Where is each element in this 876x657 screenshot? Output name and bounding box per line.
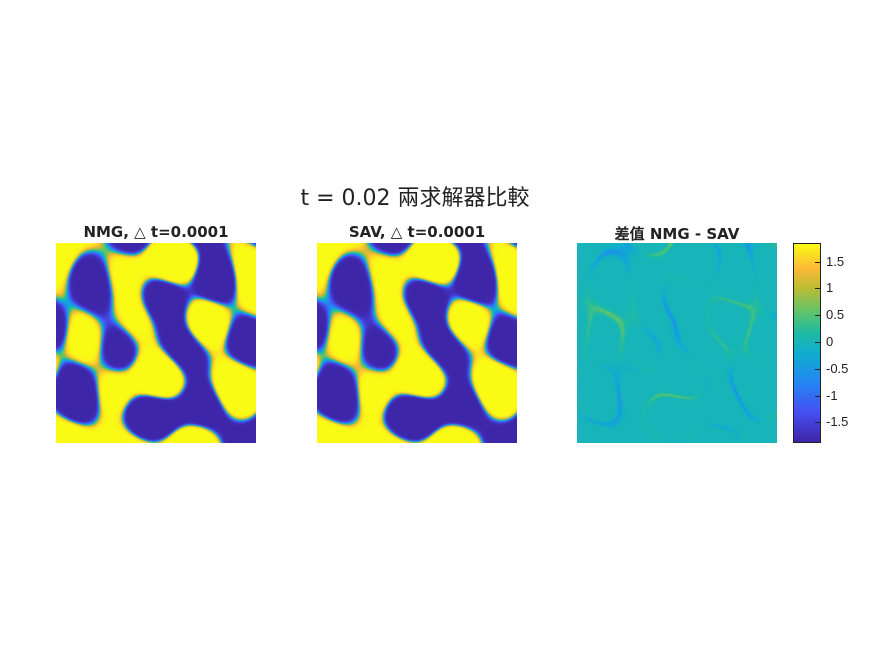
colorbar-tick-label: 1.5	[826, 253, 845, 269]
colorbar-tick-label: -1.5	[826, 414, 849, 430]
colorbar-tick-label: 0	[826, 334, 834, 349]
colorbar-tick-mark	[815, 395, 820, 397]
colorbar-tick-mark	[815, 422, 820, 424]
heatmap-diff	[577, 243, 777, 443]
plot-title-diff: 差值 NMG - SAV	[614, 225, 740, 243]
figure-title: t = 0.02 兩求解器比較	[300, 186, 530, 211]
colorbar-tick-label: -1	[826, 387, 838, 403]
colorbar-tick-label: -0.5	[826, 360, 849, 376]
colorbar-tick-mark	[815, 288, 820, 290]
colorbar-tick-mark	[815, 315, 820, 317]
plot-title-sav: SAV, △ t=0.0001	[348, 223, 486, 241]
colorbar-tick-mark	[815, 368, 820, 370]
colorbar-tick-mark	[815, 342, 820, 343]
colorbar-tick-label: 0.5	[826, 307, 845, 323]
plot-title-nmg: NMG, △ t=0.0001	[83, 223, 229, 241]
colorbar-tick-mark	[815, 261, 820, 263]
heatmap-sav	[317, 243, 517, 443]
colorbar	[793, 243, 821, 443]
colorbar-tick-label: 1	[826, 280, 834, 296]
heatmap-nmg	[56, 243, 256, 443]
